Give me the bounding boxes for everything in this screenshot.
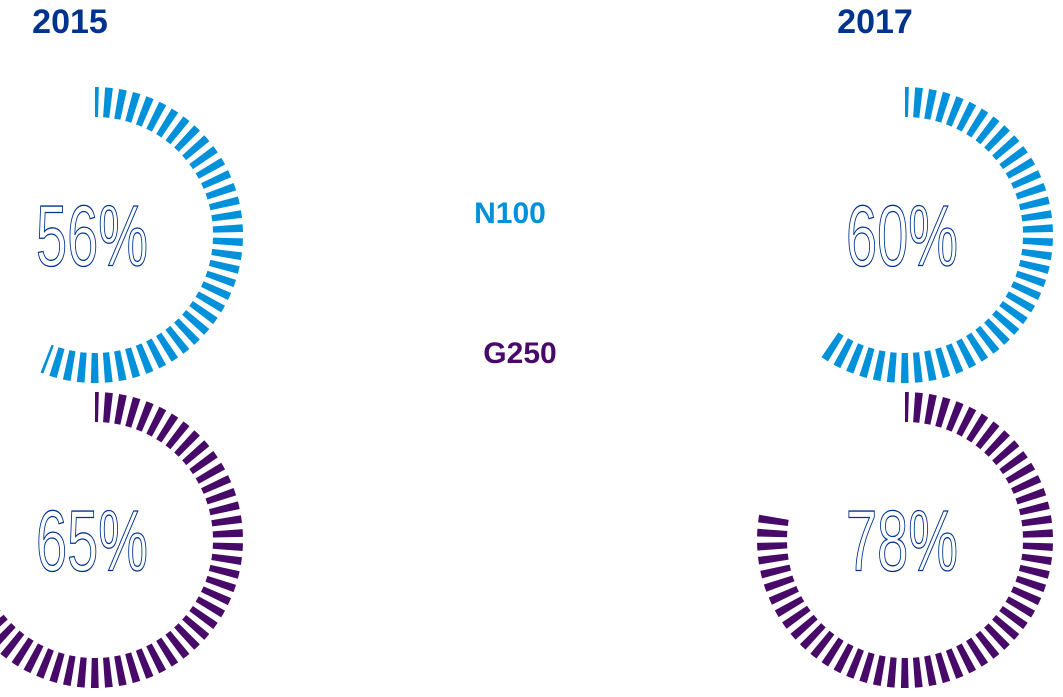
gauge-arc: [818, 87, 1053, 383]
percent-label: 56%: [36, 189, 148, 285]
percent-label: 78%: [846, 494, 958, 590]
row-label: G250: [483, 337, 556, 370]
gauge-arc: [757, 392, 1053, 688]
gauge-arc: [0, 392, 243, 688]
percent-label: 65%: [36, 494, 148, 590]
percent-label: 60%: [846, 189, 958, 285]
year-label: 2015: [32, 3, 108, 41]
year-label: 2017: [837, 3, 913, 41]
row-label: N100: [474, 197, 546, 230]
